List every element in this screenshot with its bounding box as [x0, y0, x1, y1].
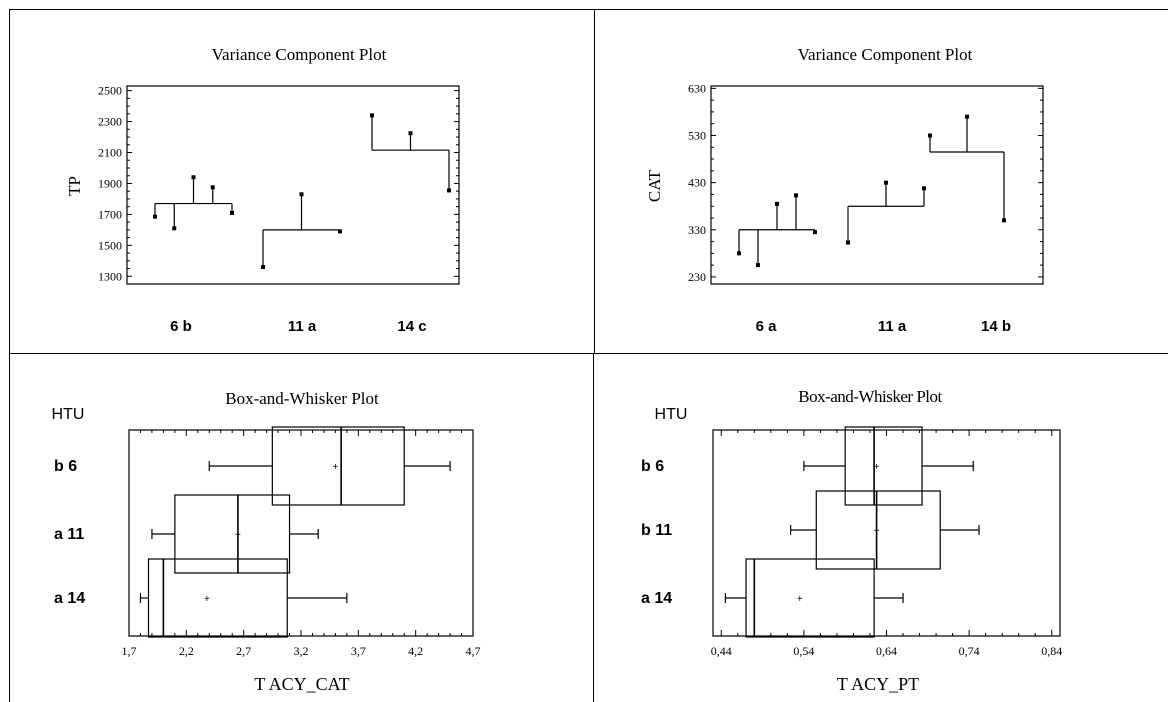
x-tick-label: 2,7: [236, 644, 251, 658]
data-point: [794, 193, 798, 198]
data-point: [153, 214, 157, 219]
x-axis-label: T ACY_CAT: [254, 674, 349, 694]
data-point: [846, 240, 850, 245]
data-point: [775, 201, 779, 206]
plot-frame: [126, 85, 460, 285]
data-point: [299, 192, 304, 197]
y-tick-label: 1300: [98, 269, 122, 283]
mean-marker: +: [874, 462, 880, 473]
x-tick-label: 0,74: [959, 644, 980, 658]
x-tick-label: 4,7: [466, 644, 481, 658]
data-point: [813, 230, 817, 235]
y-tick-label: 230: [688, 270, 706, 284]
data-point: [737, 251, 741, 256]
y-axis-label: TP: [65, 176, 84, 196]
panel-bottom-left: [9, 353, 594, 702]
plot-frame: [712, 429, 1061, 637]
y-tick-label: 1900: [98, 176, 122, 190]
x-tick-label: 0,44: [711, 644, 732, 658]
x-tick-label: 3,7: [351, 644, 366, 658]
group-label: a 14: [54, 590, 85, 607]
y-tick-label: 2300: [98, 115, 122, 129]
data-point: [1002, 218, 1006, 223]
data-point: [230, 210, 234, 215]
group-label: a 14: [641, 590, 672, 607]
y-tick-label: 330: [688, 223, 706, 237]
group-label: 11 a: [878, 318, 907, 335]
panel-bottom-right: [593, 353, 1168, 702]
data-point: [408, 131, 413, 136]
data-point: [261, 264, 265, 269]
y-tick-label: 530: [688, 129, 706, 143]
mean-marker: +: [332, 462, 338, 473]
y-tick-label: 430: [688, 176, 706, 190]
group-label: 6 b: [170, 318, 192, 335]
box-iqr: [745, 558, 875, 638]
x-tick-label: 0,64: [876, 644, 897, 658]
data-point: [922, 186, 926, 191]
x-tick-label: 0,54: [793, 644, 814, 658]
group-label: a 11: [54, 526, 84, 543]
data-point: [338, 229, 342, 234]
group-label: 14 b: [981, 318, 1011, 335]
x-axis-label: T ACY_PT: [837, 674, 919, 694]
data-point: [965, 114, 969, 119]
panel-top-right: [594, 9, 1168, 354]
data-point: [756, 263, 760, 268]
x-tick-label: 3,2: [294, 644, 309, 658]
x-tick-label: 0,84: [1041, 644, 1062, 658]
group-label: b 6: [641, 458, 664, 475]
group-label: b 11: [641, 522, 672, 539]
y-tick-label: 630: [688, 81, 706, 95]
box-iqr: [844, 426, 923, 506]
group-axis-label: HTU: [52, 406, 85, 423]
mean-marker: +: [874, 526, 880, 537]
y-axis-label: CAT: [645, 169, 664, 202]
chart-title: Box-and-Whisker Plot: [798, 387, 942, 406]
data-point: [884, 180, 888, 185]
group-label: 14 c: [397, 318, 426, 335]
group-label: b 6: [54, 458, 77, 475]
group-axis-label: HTU: [655, 406, 688, 423]
y-tick-label: 2100: [98, 146, 122, 160]
mean-marker: +: [204, 594, 210, 605]
data-point: [210, 185, 215, 190]
mean-marker: +: [235, 530, 241, 541]
mean-marker: +: [797, 594, 803, 605]
group-label: 6 a: [756, 318, 778, 335]
data-point: [172, 226, 177, 231]
data-point: [928, 133, 932, 138]
chart-title: Variance Component Plot: [212, 45, 387, 64]
y-tick-label: 1500: [98, 238, 122, 252]
y-tick-label: 2500: [98, 84, 122, 98]
chart-title: Box-and-Whisker Plot: [225, 389, 379, 408]
x-tick-label: 4,2: [408, 644, 423, 658]
data-point: [191, 175, 196, 180]
x-tick-label: 2,2: [179, 644, 194, 658]
group-label: 11 a: [288, 318, 317, 335]
data-point: [370, 113, 374, 118]
x-tick-label: 1,7: [122, 644, 137, 658]
chart-title: Variance Component Plot: [798, 45, 973, 64]
data-point: [447, 188, 451, 193]
y-tick-label: 1700: [98, 207, 122, 221]
plot-frame: [710, 85, 1044, 285]
